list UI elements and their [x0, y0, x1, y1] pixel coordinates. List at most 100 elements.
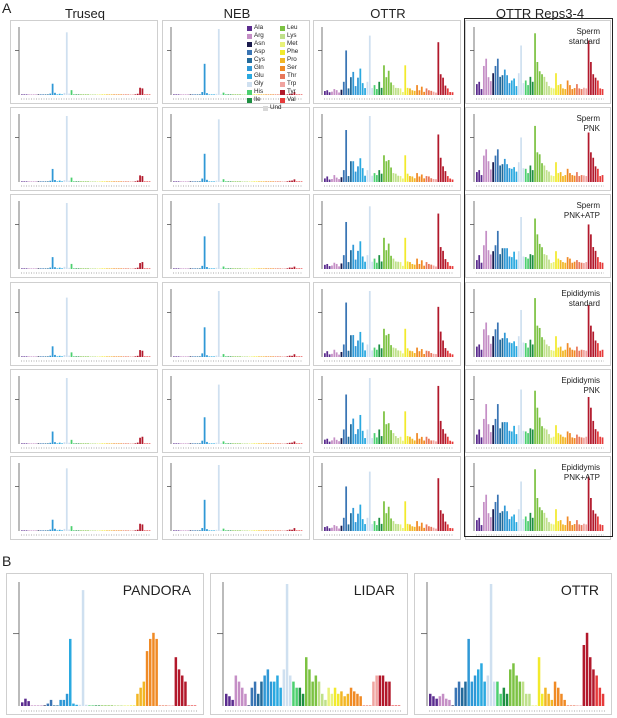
- bar-arg: [184, 181, 187, 182]
- bar-trp: [171, 705, 174, 706]
- bar-ile: [301, 693, 305, 706]
- bar-thr: [274, 268, 277, 269]
- bar-val: [449, 353, 452, 357]
- bar-gly: [220, 268, 223, 269]
- bar-ser: [269, 356, 272, 357]
- bar-chart: [318, 27, 454, 100]
- bar-gln: [51, 83, 54, 95]
- bar-tyr: [439, 510, 442, 531]
- bar-ser: [149, 638, 152, 706]
- bar-arg: [333, 349, 336, 357]
- bar-met: [96, 443, 99, 444]
- bar-leu: [84, 443, 87, 444]
- chart-ottr-reps3-4-row-6: Epididymis PNK+ATP: [465, 456, 611, 540]
- bar-ser: [272, 268, 275, 269]
- bar-pro: [258, 181, 260, 182]
- bar-gly: [368, 378, 371, 444]
- bar-ala: [173, 443, 175, 444]
- bar-arg: [338, 354, 340, 357]
- bar-pro: [559, 520, 562, 531]
- bar-phe: [337, 693, 340, 706]
- bar-trp: [432, 527, 435, 531]
- bar-tyr: [594, 429, 597, 444]
- bar-glu: [513, 425, 515, 444]
- bar-leu: [541, 163, 543, 182]
- bar-val: [298, 443, 301, 444]
- bar-cys: [199, 268, 201, 269]
- bar-ser: [423, 440, 426, 444]
- bar-thr: [425, 524, 428, 531]
- bar-glu: [56, 268, 59, 269]
- bar-trp: [583, 175, 585, 182]
- bar-leu: [234, 181, 237, 182]
- bar-leu: [239, 181, 241, 182]
- bar-arg: [180, 530, 182, 531]
- bar-asn: [451, 705, 454, 706]
- bar-arg: [485, 322, 488, 357]
- bar-thr: [274, 181, 277, 182]
- bar-val: [449, 92, 452, 95]
- bar-glu: [61, 530, 63, 531]
- bar-cys: [196, 181, 199, 182]
- bar-ala: [175, 356, 178, 357]
- chart-ottr-reps3-4-row-2: Sperm PNK: [465, 107, 611, 191]
- bar-ser: [267, 268, 270, 269]
- column-title-truseq: Truseq: [65, 6, 105, 21]
- bar-thr: [125, 443, 127, 444]
- bar-asp: [49, 699, 53, 706]
- bar-his: [373, 347, 376, 357]
- bar-ile: [75, 356, 78, 357]
- bar-ala: [435, 698, 438, 706]
- bar-ala: [478, 81, 481, 95]
- legend-label: Asp: [254, 48, 265, 56]
- bar-gly: [65, 468, 68, 531]
- bar-val: [451, 266, 454, 269]
- bar-his: [73, 443, 75, 444]
- bar-val: [298, 356, 301, 357]
- chart-b-ottr: OTTR: [414, 573, 612, 715]
- bar-leu: [84, 268, 87, 269]
- bar-pro: [564, 89, 567, 95]
- bar-lys: [397, 175, 400, 182]
- bar-asp: [250, 687, 254, 706]
- bar-pro: [110, 181, 113, 182]
- bar-arg: [180, 181, 182, 182]
- bar-his: [527, 173, 529, 182]
- bar-met: [99, 268, 101, 269]
- bar-gln: [357, 166, 359, 182]
- bar-leu: [308, 669, 311, 706]
- bar-phe: [133, 705, 136, 706]
- bar-arg: [30, 356, 33, 357]
- bar-thr: [125, 356, 127, 357]
- bar-arg: [28, 443, 30, 444]
- bar-tyr: [444, 521, 447, 531]
- bar-leu: [383, 237, 385, 269]
- bar-gln: [266, 669, 270, 706]
- bar-tyr: [587, 224, 590, 269]
- bar-tyr: [444, 85, 447, 95]
- bar-leu: [234, 356, 237, 357]
- bar-met: [330, 693, 334, 706]
- bar-ser: [120, 181, 123, 182]
- bar-ser: [571, 437, 574, 444]
- bar-tyr: [286, 356, 289, 357]
- bar-his: [225, 443, 227, 444]
- bar-thr: [158, 705, 162, 706]
- bar-phe: [555, 509, 557, 531]
- legend-label: Cys: [254, 56, 265, 64]
- bar-leu: [538, 243, 541, 269]
- bar-ala: [328, 441, 331, 444]
- bar-pro: [262, 268, 265, 269]
- bar-pro: [106, 268, 108, 269]
- chart-truseq-row-4: [10, 282, 158, 366]
- bar-asp: [342, 429, 345, 444]
- legend-label: Pro: [287, 56, 297, 64]
- bar-leu: [84, 94, 87, 95]
- chart-ottr-row-2: [313, 107, 461, 191]
- bar-gly: [68, 529, 71, 531]
- bar-asn: [189, 530, 192, 531]
- legend-entry-asn: Asn: [247, 40, 280, 48]
- bar-glu: [364, 350, 366, 357]
- bar-arg: [335, 263, 338, 269]
- bar-pro: [110, 268, 113, 269]
